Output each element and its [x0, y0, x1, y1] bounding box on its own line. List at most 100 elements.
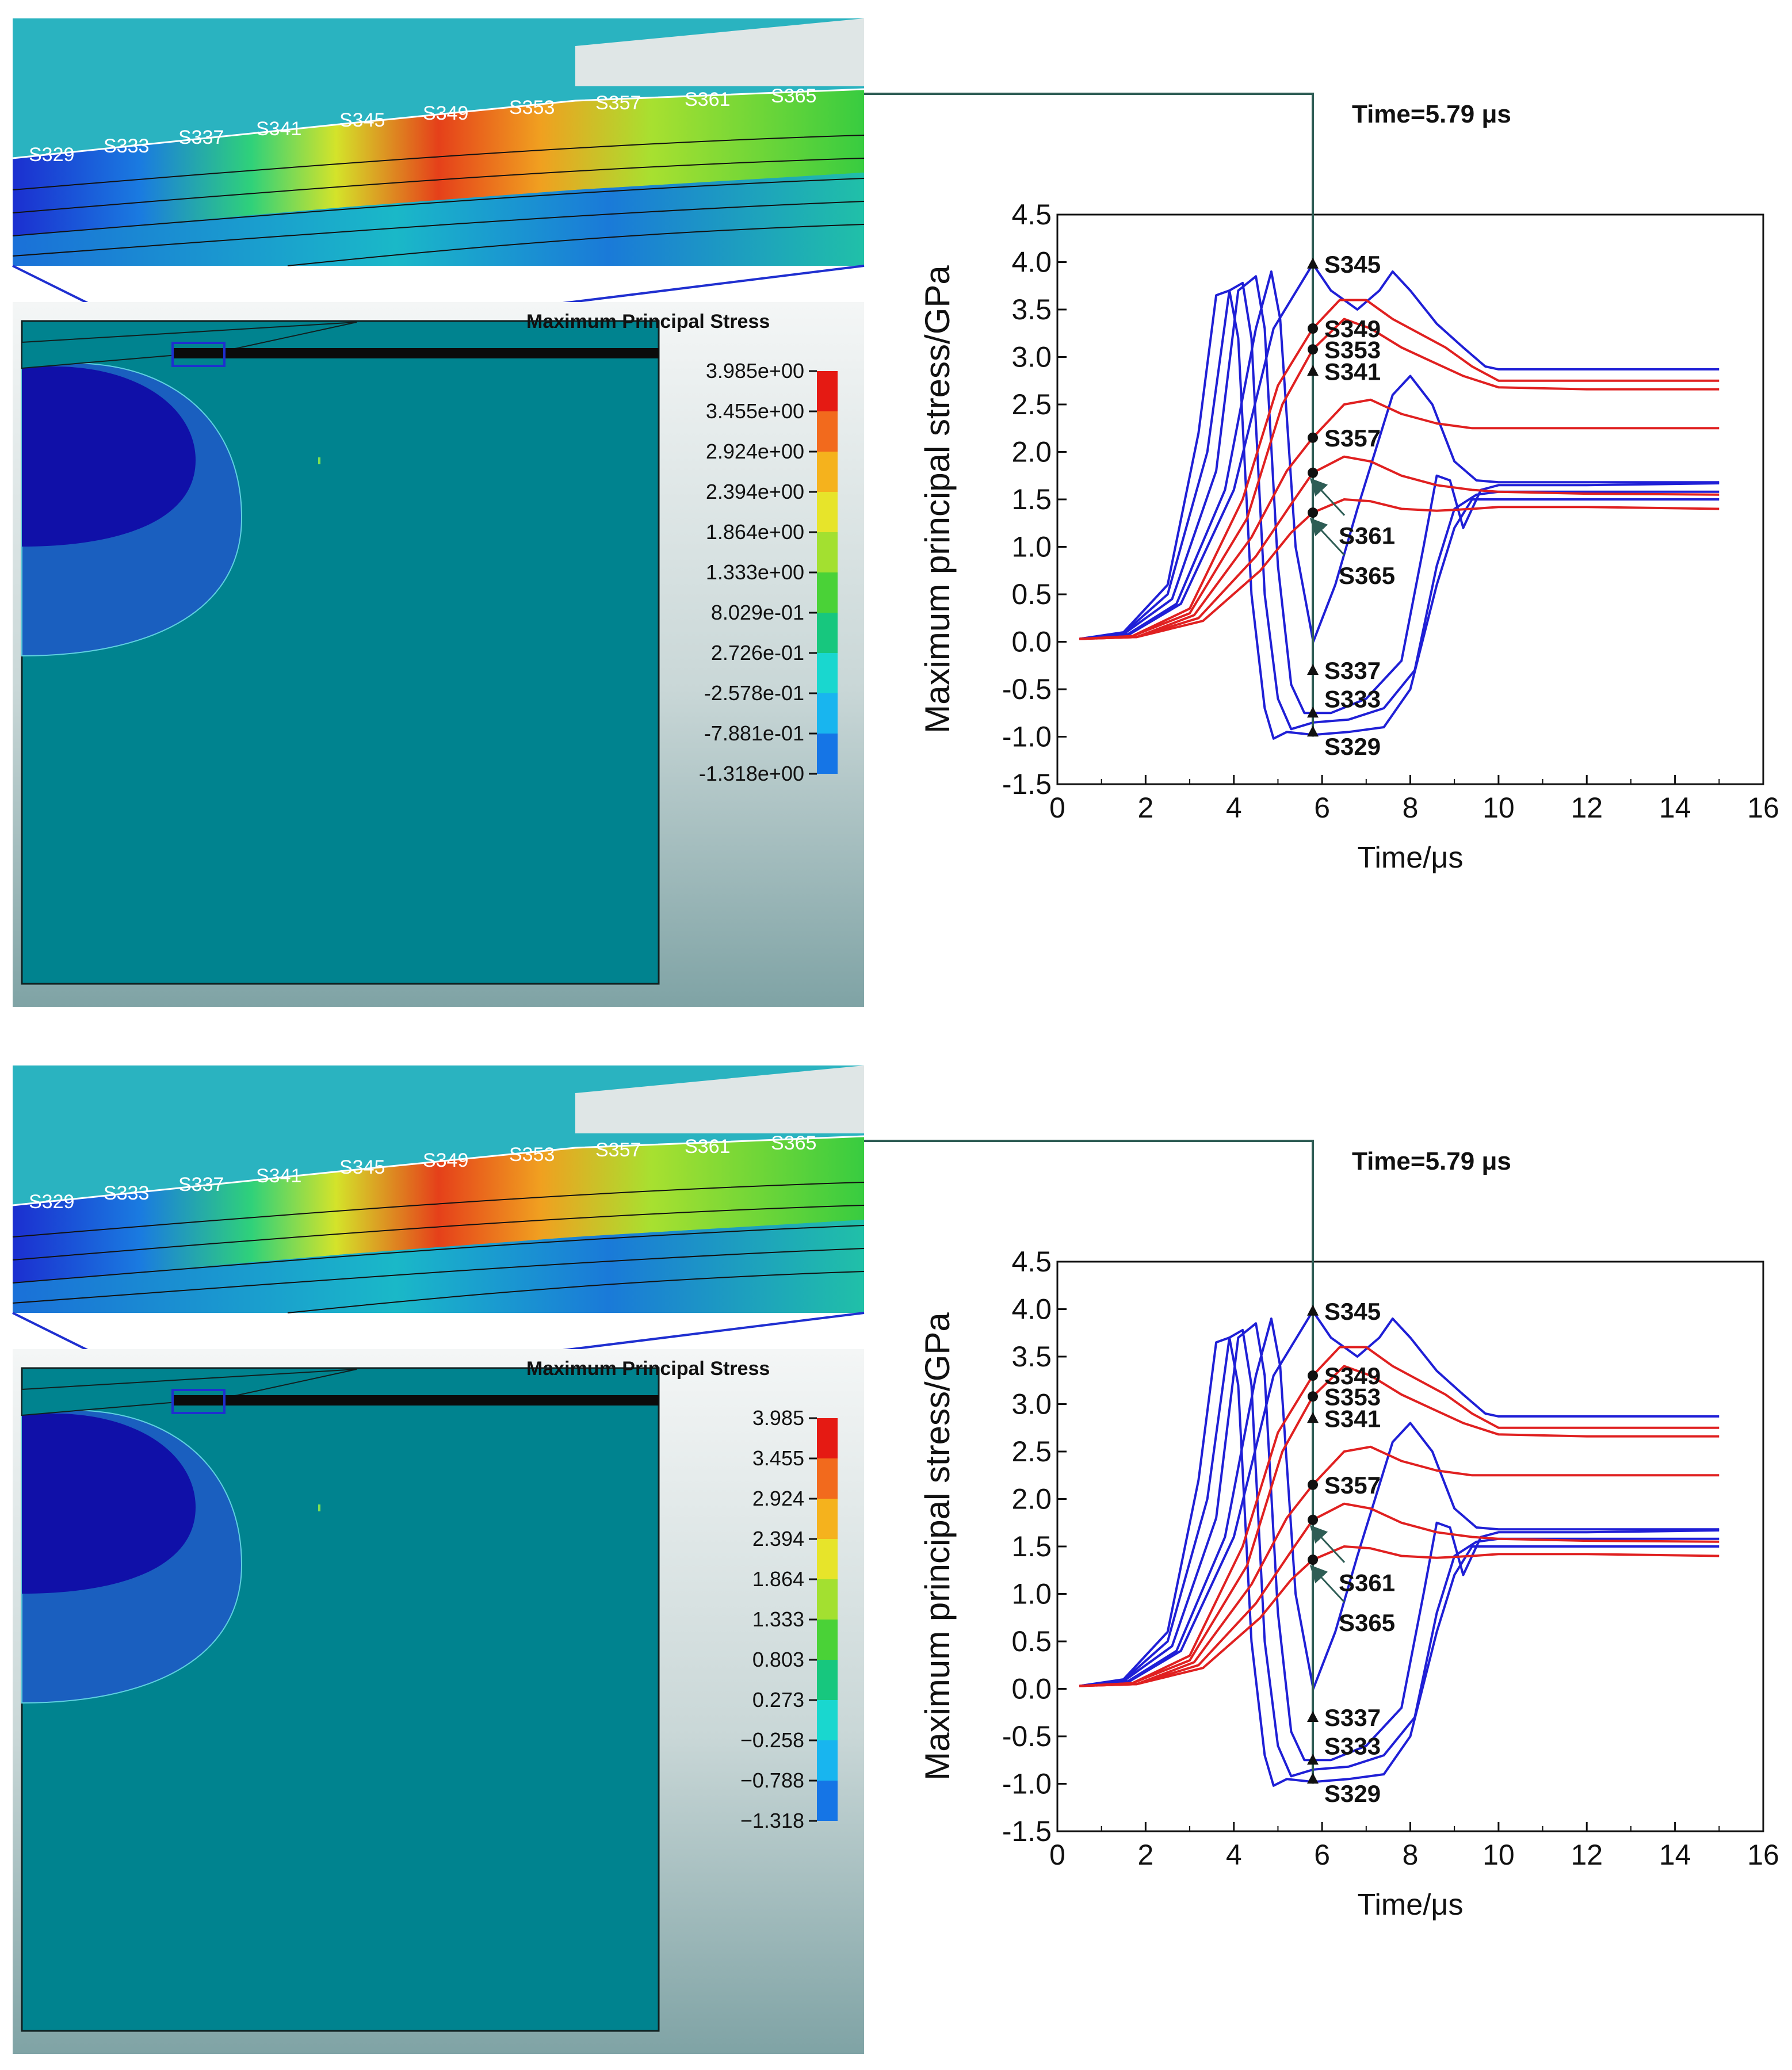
node-label: S349 [423, 1149, 468, 1171]
y-tick-label: 0.0 [1011, 626, 1052, 658]
x-tick-label: 12 [1571, 792, 1603, 824]
y-tick-label: 1.5 [1011, 483, 1052, 515]
y-axis-label: Maximum principal stress/GPa [918, 265, 957, 734]
series-line-s329 [1079, 289, 1720, 740]
zoom-layer-line [12, 1225, 865, 1284]
x-tick-label: 16 [1747, 1839, 1779, 1871]
legend-color-swatch [817, 452, 838, 492]
series-line-s349 [1079, 299, 1720, 640]
node-label: S337 [178, 1174, 224, 1196]
legend-color-swatch [817, 1499, 838, 1539]
x-tick-label: 0 [1049, 792, 1065, 824]
node-label: S329 [29, 144, 74, 166]
zoom-contour-view: S329 S333 S337 S341 S345 S349 S353 S357 … [12, 18, 865, 266]
legend-title: Maximum Principal Stress [526, 311, 770, 333]
zoom-layer-line [287, 1271, 865, 1313]
y-tick-label: 2.5 [1011, 1435, 1052, 1468]
node-label: S357 [595, 1139, 641, 1161]
legend-color-swatch [817, 693, 838, 734]
legend-value: 0.273 [752, 1688, 804, 1712]
legend-color-swatch [817, 1620, 838, 1660]
legend-value: 3.985 [752, 1406, 804, 1430]
x-tick-label: 2 [1137, 792, 1153, 824]
y-tick-label: -0.5 [1002, 1720, 1052, 1752]
node-label: S365 [771, 85, 816, 107]
y-tick-label: 2.0 [1011, 436, 1052, 468]
x-tick-label: 6 [1314, 792, 1330, 824]
annotation-marker-triangle [1307, 664, 1319, 675]
zoom-layer-line [12, 158, 865, 213]
node-label: S341 [256, 1165, 301, 1187]
annotation-label: S329 [1324, 1780, 1381, 1807]
annotation-marker-circle [1308, 432, 1319, 443]
annotation-marker-triangle [1307, 1711, 1319, 1722]
annotation-arrow [1309, 1525, 1346, 1563]
annotation-marker-triangle [1307, 1754, 1319, 1765]
model-view [13, 302, 864, 1007]
legend-color-swatch [817, 1579, 838, 1620]
legend-value: 2.394e+00 [706, 480, 804, 503]
legend-value: -2.578e-01 [704, 681, 804, 705]
annotation-label: S361 [1339, 1569, 1395, 1597]
annotation-label: S333 [1324, 686, 1381, 713]
legend-color-swatch [817, 1740, 838, 1781]
min-stress-region [22, 366, 196, 547]
chart-title: Time=5.79 μs [1352, 100, 1511, 128]
node-label: S349 [423, 102, 468, 124]
annotation-label: S349 [1324, 1362, 1381, 1389]
annotation-marker-circle [1308, 344, 1319, 355]
series-line-s337 [1079, 275, 1720, 715]
legend-color-swatch [817, 1458, 838, 1499]
annotation-label: S361 [1339, 522, 1395, 549]
annotation-label: S341 [1324, 1405, 1381, 1432]
legend-value: −0.258 [740, 1728, 804, 1752]
legend-value: 1.333 [752, 1607, 804, 1631]
x-axis-label: Time/μs [1357, 841, 1463, 874]
legend-color-swatch [817, 572, 838, 613]
series-line-s333 [1079, 281, 1720, 731]
series-line-s345 [1079, 262, 1720, 640]
target-surface-layer [173, 348, 659, 358]
annotation-marker-triangle [1307, 1773, 1319, 1784]
series-line-s349 [1079, 1346, 1720, 1687]
series-line-s333 [1079, 1328, 1720, 1778]
stress-time-chart: 0 2 4 6 8 10 12 14 16 -1.5 -1.0 -0.5 0.0 0.5 1.0 1.5 2.0… [864, 93, 1779, 874]
legend-color-swatch [817, 653, 838, 693]
annotation-marker-circle [1308, 1514, 1319, 1525]
node-label: S329 [29, 1191, 74, 1213]
series-line-s353 [1079, 318, 1720, 640]
legend-color-swatch [817, 1660, 838, 1700]
y-tick-label: 3.0 [1011, 341, 1052, 373]
y-tick-label: 1.0 [1011, 1578, 1052, 1610]
legend-color-swatch [817, 1539, 838, 1579]
series-line-s341 [1079, 1317, 1720, 1690]
series-line-s361 [1079, 1502, 1720, 1687]
legend-color-swatch [817, 613, 838, 653]
zoom-region-box [171, 1389, 226, 1414]
zoom-layer-line [12, 201, 865, 257]
legend-scale: 3.985e+00 3.455e+00 2.924e+00 2.394e+00 1.86… [699, 359, 838, 785]
annotation-marker-circle [1308, 323, 1319, 334]
x-tick-label: 12 [1571, 1839, 1603, 1871]
series-line-s357 [1079, 1445, 1720, 1687]
legend-value: 1.864 [752, 1567, 804, 1591]
legend-value: 3.455e+00 [706, 399, 804, 423]
target-surface-layer [173, 1395, 659, 1406]
annotation-marker-triangle [1307, 257, 1319, 269]
annotation-label: S349 [1324, 315, 1381, 342]
node-label: S361 [685, 1136, 730, 1158]
legend-value: −1.318 [740, 1809, 804, 1832]
x-tick-label: 10 [1482, 792, 1515, 824]
legend-value: 2.726e-01 [711, 641, 804, 664]
zoom-layer-line [12, 1248, 865, 1304]
y-tick-label: -1.0 [1002, 1768, 1052, 1800]
node-label: S333 [104, 135, 149, 157]
legend-value: 8.029e-01 [711, 601, 804, 624]
legend-value: 1.333e+00 [706, 560, 804, 584]
annotation-marker-circle [1308, 507, 1319, 518]
legend-value: -7.881e-01 [704, 721, 804, 745]
min-stress-region [22, 1413, 196, 1594]
contour-legend: Maximum Principal Stress 3.985e+00 3.455e… [526, 311, 838, 785]
zoom-node-labels: S329 S333 S337 S341 S345 S349 S353 S357 … [29, 1132, 816, 1213]
series-line-s341 [1079, 270, 1720, 643]
